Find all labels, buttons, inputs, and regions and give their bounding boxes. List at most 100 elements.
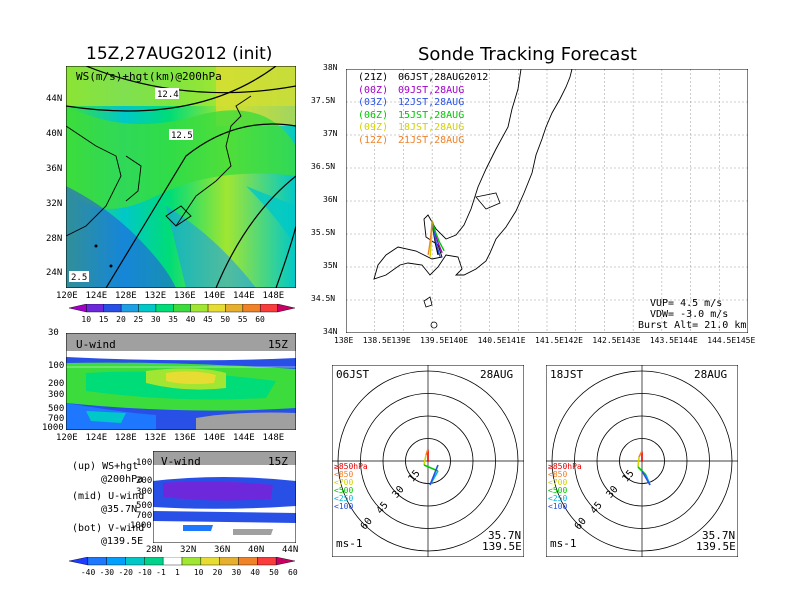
colorbar-tick: 40 [250, 568, 260, 577]
map-lon-tick: 132E [144, 291, 167, 301]
track-legend-jst: 06JST,28AUG2012 [398, 72, 489, 83]
colorbar-tick: -20 [119, 568, 134, 577]
track-lon-tick: 138.5E [362, 336, 392, 345]
track-lon-tick: 140E [448, 336, 469, 345]
hodograph-trace-segment [638, 450, 643, 458]
colorbar-swatch [106, 557, 126, 566]
v-wind-y-tick: 700 [136, 511, 153, 521]
u-wind-y-tick: 1000 [42, 423, 64, 433]
hodograph-ring [337, 370, 519, 552]
hodograph-lon: 139.5E [482, 540, 522, 553]
u-wind-x-tick: 136E [174, 433, 196, 443]
colorbar-tick: 40 [186, 315, 196, 324]
note-mid-line1: (mid) U-wind [72, 491, 145, 502]
hodograph-level-label: ≥850hPa [548, 462, 582, 471]
colorbar-swatch [190, 304, 209, 313]
vdw-text: VDW= -3.0 m/s [650, 309, 729, 320]
note-up-line2: @200hPa [101, 474, 144, 485]
track-legend-jst: 21JST,28AUG [398, 134, 465, 146]
v-wind-x-tick: 36N [214, 545, 231, 555]
map-lon-tick: 120E [56, 291, 78, 301]
note-bot-line2: @139.5E [101, 536, 144, 547]
colorbar-swatch [219, 557, 239, 566]
map-lat-tick: 40N [46, 129, 63, 139]
note-mid-line2: @35.7N [101, 504, 138, 515]
track-lon-tick: 142.5E [592, 336, 622, 345]
colorbar-swatch [260, 304, 278, 313]
v-wind-y-tick: 200 [136, 476, 153, 486]
colorbar-tick: 25 [134, 315, 144, 324]
u-wind-y-tick: 200 [48, 379, 65, 389]
colorbar-swatch [275, 557, 296, 566]
track-legend-utc: (12Z) [358, 134, 389, 146]
colorbar-tick: 10 [81, 315, 91, 324]
track-lon-tick: 144.5E [707, 336, 737, 345]
colorbar-tick: 60 [255, 315, 265, 324]
main-title: Sonde Tracking Forecast [418, 44, 637, 65]
hodograph-level-label: <500 [334, 486, 353, 495]
track-legend-utc: (09Z) [358, 122, 389, 133]
hodograph-lat: 35.7N [488, 529, 521, 542]
colorbar-swatch [162, 557, 183, 566]
map-lat-tick: 32N [46, 199, 63, 209]
colorbar-tick: 10 [194, 568, 204, 577]
v-wind-y-tick: 500 [136, 501, 153, 511]
hodograph-ring [596, 415, 688, 507]
hodograph-trace-segment [637, 456, 640, 468]
hodograph-level-label: <100 [334, 502, 353, 511]
contour-label: 12.4 [157, 90, 179, 100]
u-wind-cross-section [66, 333, 296, 430]
track-legend-jst: 12JST,28AUG [398, 97, 465, 108]
hodograph-ring [382, 415, 474, 507]
u-wind-y-tick: 100 [48, 361, 65, 371]
u-wind-time: 15Z [268, 338, 288, 351]
u-wind-y-tick: 300 [48, 390, 65, 400]
track-lon-tick: 139.5E [420, 336, 450, 345]
contour-label: 12.5 [171, 131, 193, 141]
track-lat-tick: 34N [323, 327, 338, 336]
hodograph-ring [574, 393, 710, 529]
sonde-track-line [431, 220, 441, 257]
colorbar-tick: -40 [81, 568, 96, 577]
hodograph-date: 28AUG [480, 368, 513, 381]
colorbar-swatch [257, 557, 277, 566]
colorbar-swatch [125, 557, 145, 566]
track-lat-tick: 34.5N [311, 294, 336, 303]
u-wind-y-tick: 30 [48, 328, 59, 338]
track-lat-tick: 36N [323, 195, 338, 204]
colorbar-swatch [87, 557, 107, 566]
hodograph-level-label: <850 [548, 470, 567, 479]
map-lon-tick: 140E [203, 291, 226, 301]
map-lon-tick: 136E [174, 291, 196, 301]
colorbar-swatch [120, 304, 139, 313]
v-wind-x-tick: 40N [248, 545, 265, 555]
track-lat-tick: 35N [323, 261, 338, 270]
colorbar-swatch [277, 304, 296, 313]
hodograph-level-label: <700 [334, 478, 353, 487]
v-wind-x-tick: 32N [180, 545, 197, 555]
u-wind-y-tick: 500 [48, 404, 65, 414]
colorbar-tick: 30 [151, 315, 161, 324]
hodograph-trace-segment [425, 448, 429, 456]
hodograph-trace-segment [641, 470, 651, 486]
u-wind-x-tick: 128E [115, 433, 137, 443]
u-wind-x-tick: 140E [203, 433, 226, 443]
v-wind-title: V-wind [161, 455, 201, 468]
hodograph-lat: 35.7N [702, 529, 735, 542]
hodograph-level-label: <250 [548, 494, 567, 503]
hodograph-ring [619, 438, 665, 484]
track-legend-jst: 09JST,28AUG [398, 84, 465, 96]
colorbar-tick: -1 [156, 568, 166, 577]
hodograph-level-label: <700 [548, 478, 567, 487]
track-lon-tick: 145E [736, 336, 756, 345]
track-lon-tick: 142E [563, 336, 583, 345]
track-legend-jst: 18JST,28AUG [398, 122, 465, 133]
map-lon-tick: 148E [262, 291, 285, 301]
colorbar-swatch [238, 557, 258, 566]
hodograph-ring [405, 438, 451, 484]
track-lon-tick: 138E [334, 336, 354, 345]
colorbar-swatch [138, 304, 157, 313]
colorbar-swatch [155, 304, 174, 313]
